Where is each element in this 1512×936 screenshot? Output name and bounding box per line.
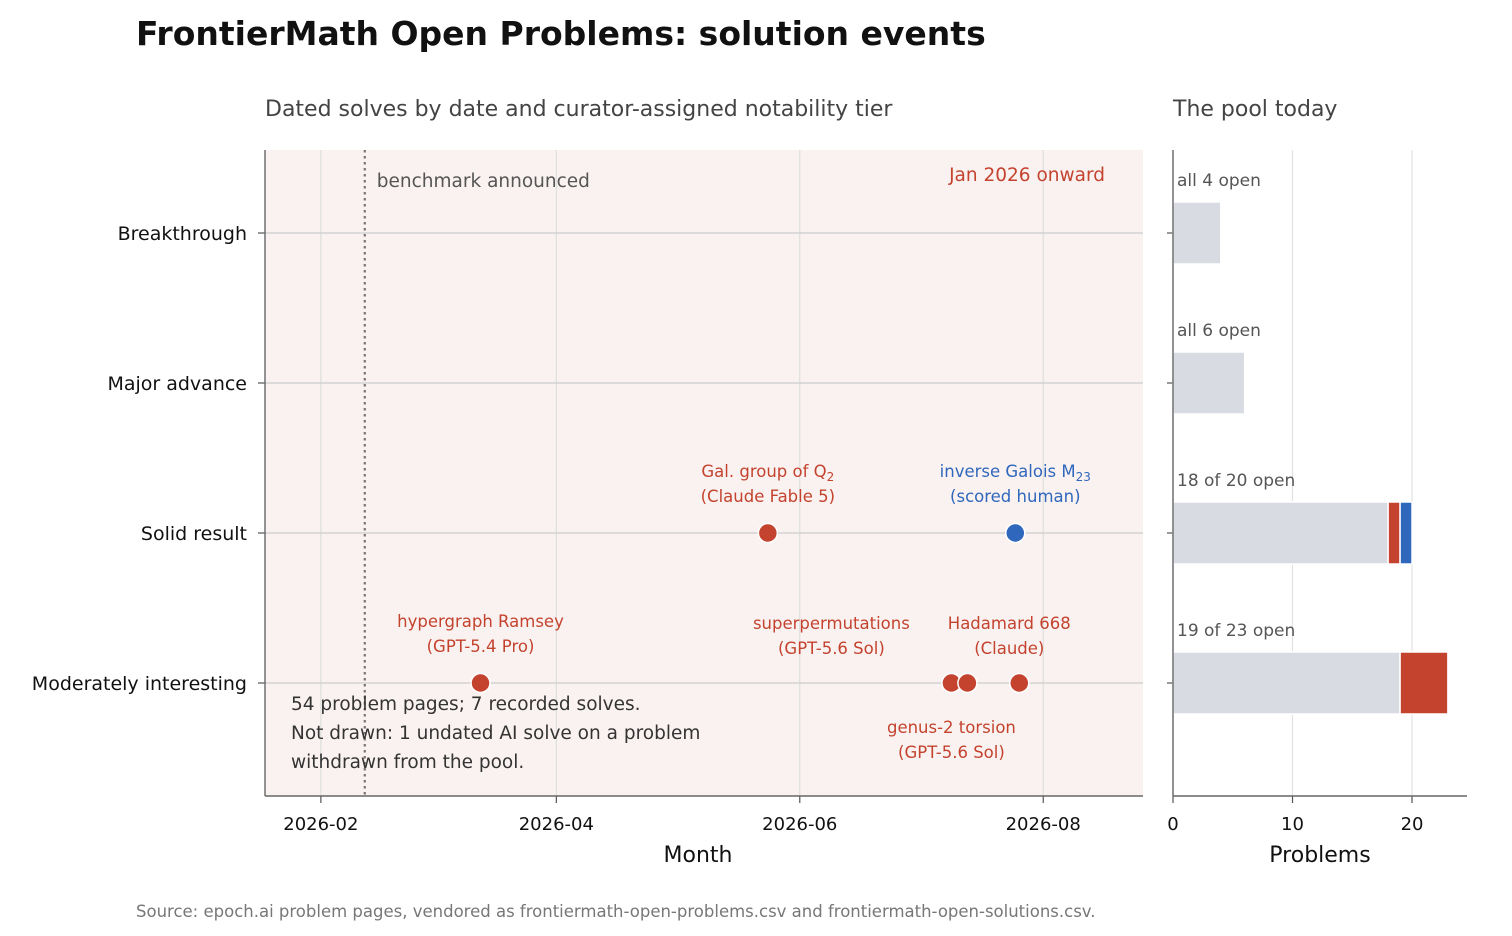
announcement-label: benchmark announced — [377, 171, 590, 192]
point-label-text: hypergraph Ramsey — [397, 612, 564, 631]
bar-subtitle: The pool today — [1173, 97, 1338, 122]
point-label-text: Hadamard 668 — [948, 614, 1071, 633]
y-tick-label: Moderately interesting — [32, 673, 247, 695]
scatter-x-axis-title: Month — [664, 843, 733, 868]
note-line: Not drawn: 1 undated AI solve on a probl… — [291, 723, 700, 744]
bar-segment — [1172, 201, 1222, 265]
point-label-line: Gal. group of Q2 — [701, 462, 834, 484]
chart-title: FrontierMath Open Problems: solution eve… — [136, 14, 986, 53]
bar-x-tick-label: 10 — [1281, 814, 1304, 835]
x-tick-label: 2026-08 — [1006, 814, 1081, 835]
point-label-line: (GPT-5.4 Pro) — [427, 637, 535, 656]
note-line: withdrawn from the pool. — [291, 752, 524, 773]
point-label-subscript: 23 — [1076, 470, 1091, 484]
data-point — [1005, 522, 1026, 544]
point-label-line: (GPT-5.6 Sol) — [898, 743, 1005, 762]
scatter-subtitle: Dated solves by date and curator-assigne… — [265, 97, 893, 122]
bar-segment — [1387, 501, 1401, 565]
bar-label: 19 of 23 open — [1177, 621, 1295, 641]
bar-segment — [1172, 501, 1389, 565]
shaded-region-label: Jan 2026 onward — [948, 165, 1105, 186]
x-tick-label: 2026-04 — [519, 814, 594, 835]
bar-segment — [1399, 501, 1413, 565]
bar-label: all 6 open — [1177, 321, 1261, 341]
point-label-text: genus-2 torsion — [887, 718, 1016, 737]
point-label-line: hypergraph Ramsey — [397, 612, 564, 631]
bar-x-tick-label: 0 — [1167, 814, 1178, 835]
point-label-line: Hadamard 668 — [948, 614, 1071, 633]
y-tick-label: Major advance — [107, 373, 247, 395]
bar-label: 18 of 20 open — [1177, 471, 1295, 491]
point-label-line: superpermutations — [753, 614, 910, 633]
note-line: 54 problem pages; 7 recorded solves. — [291, 694, 641, 715]
data-point — [957, 672, 978, 694]
data-point — [1009, 672, 1030, 694]
point-label-line: genus-2 torsion — [887, 718, 1016, 737]
point-label-text: Gal. group of Q — [701, 462, 826, 481]
point-label-line: (GPT-5.6 Sol) — [778, 639, 885, 658]
note-text: 54 problem pages; 7 recorded solves. Not … — [291, 694, 700, 773]
point-label-text: inverse Galois M — [940, 462, 1076, 481]
point-label-line: (Claude Fable 5) — [701, 487, 835, 506]
point-label-subscript: 2 — [827, 470, 835, 484]
bar-label: all 4 open — [1177, 171, 1261, 191]
source-note: Source: epoch.ai problem pages, vendored… — [136, 902, 1096, 921]
point-label-line: (Claude) — [974, 639, 1044, 658]
point-label-line: (scored human) — [950, 487, 1081, 506]
data-point — [757, 522, 779, 544]
point-label-text: superpermutations — [753, 614, 910, 633]
y-tick-label: Breakthrough — [118, 223, 247, 245]
bar-segment — [1399, 651, 1449, 715]
bar-segment — [1172, 651, 1401, 715]
x-tick-label: 2026-02 — [283, 814, 358, 835]
bar-x-tick-label: 20 — [1401, 814, 1424, 835]
point-label-line: inverse Galois M23 — [940, 462, 1091, 484]
data-point — [470, 672, 491, 694]
y-tick-label: Solid result — [141, 523, 247, 545]
scatter-plot-area — [265, 150, 1143, 796]
x-tick-label: 2026-06 — [762, 814, 837, 835]
bar-segment — [1172, 351, 1246, 415]
bar-x-axis-title: Problems — [1269, 843, 1370, 868]
